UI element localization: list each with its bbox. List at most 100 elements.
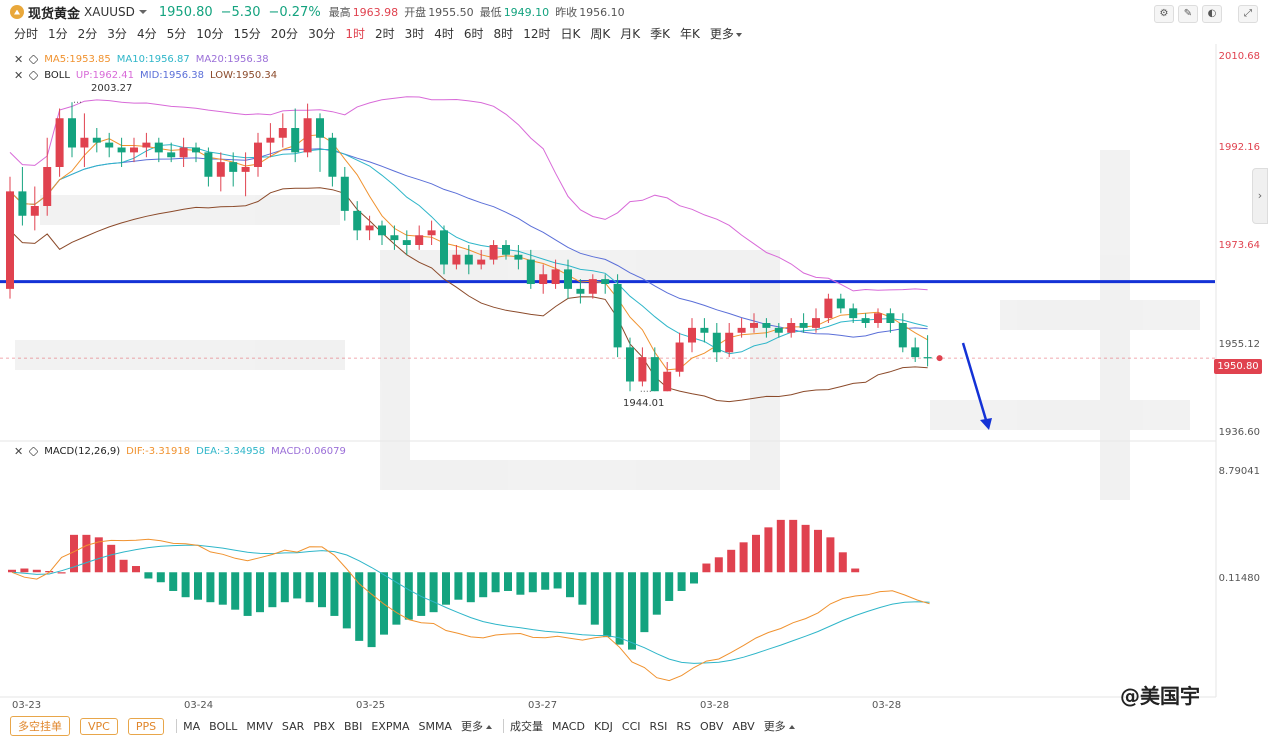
period-tab[interactable]: 10分	[196, 27, 224, 41]
date-label: 03-24	[184, 700, 214, 711]
period-tab[interactable]: 季K	[650, 27, 670, 41]
toolbar: ⚙ ✎ ◐ ⤢	[1154, 5, 1258, 23]
period-tab[interactable]: 1分	[48, 27, 68, 41]
boll-name: BOLL	[44, 69, 70, 81]
period-tab[interactable]: 日K	[560, 27, 581, 41]
macd-histogram-bar	[181, 572, 190, 598]
settings-hex-icon[interactable]	[28, 53, 39, 65]
sub-indicator-item[interactable]: ABV	[732, 719, 755, 733]
main-indicator-item[interactable]: EXPMA	[371, 719, 410, 733]
sub-indicator-item[interactable]: 成交量	[509, 720, 543, 733]
period-tab[interactable]: 30分	[308, 27, 336, 41]
candle-body	[266, 137, 275, 143]
overlay-button[interactable]: VPC	[80, 717, 118, 735]
sub-indicator-item[interactable]: RSI	[649, 719, 668, 733]
macd-histogram-bar	[268, 572, 277, 608]
sub-indicator-item[interactable]: OBV	[700, 719, 724, 733]
sub-indicator-item[interactable]: RS	[676, 719, 692, 733]
close-icon[interactable]: ✕	[14, 68, 24, 82]
period-tab[interactable]: 4分	[136, 27, 157, 41]
sub-indicator-item[interactable]: MACD	[551, 719, 585, 733]
macd-histogram-bar	[590, 572, 599, 625]
period-tab[interactable]: 15分	[233, 27, 261, 41]
sub-indicator-item[interactable]: KDJ	[593, 719, 613, 733]
period-tab[interactable]: 8时	[493, 27, 514, 41]
candle-body	[824, 298, 833, 319]
date-label: 03-27	[528, 700, 558, 711]
period-tab[interactable]: 年K	[679, 27, 700, 41]
main-indicator-item[interactable]: PBX	[313, 719, 335, 733]
period-tab[interactable]: 12时	[523, 27, 551, 41]
period-tab[interactable]: 周K	[590, 27, 611, 41]
chevron-down-icon[interactable]	[138, 10, 147, 14]
candle-body	[874, 313, 882, 323]
divider	[176, 719, 178, 733]
period-tab[interactable]: 6时	[463, 27, 484, 41]
macd-axis-label: 0.11480	[1218, 573, 1260, 584]
main-indicator-item[interactable]: BBI	[343, 719, 363, 733]
period-tab[interactable]: 3分	[107, 27, 127, 41]
macd-histogram-bar	[107, 544, 116, 573]
candle-body	[799, 323, 808, 328]
sub-indicator-item[interactable]: CCI	[621, 719, 641, 733]
draw-icon[interactable]: ✎	[1178, 5, 1198, 23]
candle-body	[861, 318, 870, 323]
instrument-code[interactable]: XAUUSD	[84, 5, 135, 19]
candle-body	[762, 323, 771, 328]
candle-body	[898, 323, 907, 348]
period-tab[interactable]: 20分	[270, 27, 299, 41]
overlay-button[interactable]: PPS	[127, 717, 165, 735]
chart-settings-icon[interactable]: ⚙	[1154, 5, 1174, 23]
period-tab[interactable]: 2分	[77, 27, 98, 41]
macd-histogram-bar	[132, 566, 140, 573]
macd-histogram-bar	[566, 572, 574, 598]
candle-body	[415, 235, 424, 245]
period-tab[interactable]: 1时	[345, 27, 365, 41]
indicator-more[interactable]: 更多	[461, 718, 492, 734]
main-indicator-item[interactable]: SMMA	[418, 719, 452, 733]
boll-legend: ✕ BOLL UP:1962.41 MID:1956.38 LOW:1950.3…	[14, 68, 283, 82]
candle-body	[390, 235, 399, 241]
prev-close-value: 1956.10	[579, 5, 625, 19]
period-tab[interactable]: 4时	[434, 27, 454, 41]
macd-histogram-bar	[665, 572, 674, 601]
close-icon[interactable]: ✕	[14, 52, 24, 66]
close-icon[interactable]: ✕	[14, 444, 24, 458]
macd-histogram-bar	[119, 559, 128, 573]
macd-histogram-bar	[392, 572, 401, 625]
open-label: 开盘	[404, 6, 427, 19]
main-indicator-item[interactable]: BOLL	[209, 719, 238, 733]
macd-histogram-bar	[628, 572, 636, 650]
prev-close-label: 昨收	[555, 6, 578, 19]
macd-histogram-bar	[752, 534, 760, 573]
candle-body	[452, 254, 461, 265]
period-more[interactable]: 更多	[710, 25, 742, 43]
candle-body	[440, 230, 448, 265]
settings-hex-icon[interactable]	[28, 445, 39, 457]
current-price-tag: 1950.80	[1214, 359, 1262, 374]
period-tab[interactable]: 分时	[14, 27, 39, 41]
date-label: 03-23	[12, 700, 42, 711]
candle-body	[340, 176, 349, 211]
main-indicator-item[interactable]: SAR	[281, 719, 305, 733]
fullscreen-icon[interactable]: ⤢	[1238, 5, 1258, 23]
price-change-pct: −0.27%	[268, 4, 321, 20]
price-change: −5.30	[220, 4, 261, 20]
indicator-icon[interactable]: ◐	[1202, 5, 1222, 23]
ma20-line	[9, 148, 928, 338]
period-tab[interactable]: 3时	[404, 27, 425, 41]
macd-histogram-bar	[305, 572, 314, 603]
main-indicator-item[interactable]: MA	[183, 719, 201, 733]
main-indicator-item[interactable]: MMV	[246, 719, 273, 733]
period-tab[interactable]: 月K	[620, 27, 641, 41]
candle-body	[80, 137, 89, 148]
indicator-more[interactable]: 更多	[764, 718, 795, 734]
macd-histogram-bar	[814, 529, 822, 573]
candle-body	[18, 191, 27, 216]
period-tab[interactable]: 2时	[374, 27, 395, 41]
chevron-right-icon[interactable]: ›	[1252, 168, 1268, 224]
period-tab[interactable]: 5分	[166, 27, 187, 41]
overlay-button[interactable]: 多空挂单	[10, 716, 70, 736]
settings-hex-icon[interactable]	[28, 69, 39, 81]
